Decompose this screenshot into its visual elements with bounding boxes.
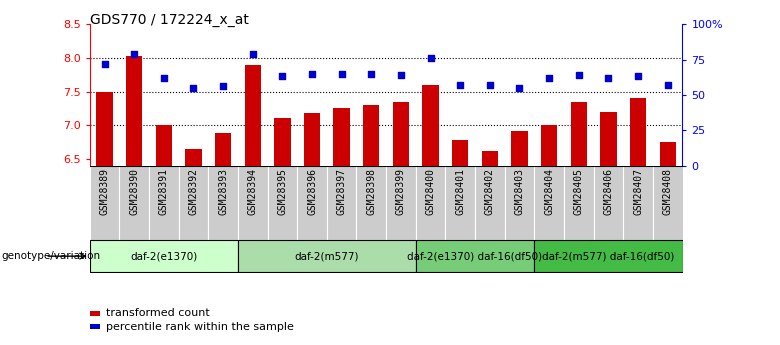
Bar [653, 166, 682, 240]
Text: GSM28394: GSM28394 [248, 168, 257, 215]
Bar [297, 166, 327, 240]
Bar [393, 102, 409, 166]
Bar [238, 166, 268, 240]
Text: daf-2(m577): daf-2(m577) [295, 251, 359, 261]
Bar [156, 125, 172, 166]
Bar [268, 166, 297, 240]
Point [602, 75, 615, 81]
Bar [186, 149, 201, 166]
Bar [623, 166, 653, 240]
Bar [363, 105, 379, 166]
Text: transformed count: transformed count [106, 308, 210, 318]
Point [484, 82, 496, 88]
Bar [534, 240, 682, 272]
Point [217, 83, 229, 89]
Point [158, 75, 170, 81]
Point [454, 82, 466, 88]
Text: GSM28405: GSM28405 [574, 168, 583, 215]
Text: GSM28389: GSM28389 [100, 168, 109, 215]
Bar [564, 166, 594, 240]
Text: genotype/variation: genotype/variation [2, 251, 101, 261]
Text: GSM28404: GSM28404 [544, 168, 554, 215]
Bar [386, 166, 416, 240]
Point [276, 74, 289, 79]
Text: GSM28402: GSM28402 [485, 168, 495, 215]
Bar [534, 166, 564, 240]
Text: GSM28397: GSM28397 [337, 168, 346, 215]
Bar [90, 240, 238, 272]
Bar [119, 166, 149, 240]
Text: GSM28390: GSM28390 [129, 168, 139, 215]
Bar [334, 108, 349, 166]
Bar [97, 91, 112, 166]
Bar [630, 98, 646, 166]
Point [543, 75, 555, 81]
Bar [416, 166, 445, 240]
Bar [423, 85, 438, 166]
Bar [482, 151, 498, 166]
Bar [475, 166, 505, 240]
Text: daf-2(e1370): daf-2(e1370) [130, 251, 197, 261]
Bar [416, 240, 534, 272]
Bar [571, 102, 587, 166]
Point [513, 85, 526, 91]
Point [246, 51, 259, 57]
Text: GSM28401: GSM28401 [456, 168, 465, 215]
Text: GSM28391: GSM28391 [159, 168, 168, 215]
Bar [245, 65, 261, 166]
Bar [445, 166, 475, 240]
Text: GSM28398: GSM28398 [367, 168, 376, 215]
Point [306, 71, 318, 76]
Bar [275, 118, 290, 166]
Text: GSM28403: GSM28403 [515, 168, 524, 215]
Bar [452, 140, 468, 166]
Text: GSM28406: GSM28406 [604, 168, 613, 215]
Text: GDS770 / 172224_x_at: GDS770 / 172224_x_at [90, 13, 249, 27]
Point [128, 51, 140, 57]
Text: GSM28407: GSM28407 [633, 168, 643, 215]
Point [335, 71, 348, 76]
Bar [238, 240, 416, 272]
Point [395, 72, 407, 78]
Bar [149, 166, 179, 240]
Bar [179, 166, 208, 240]
Text: percentile rank within the sample: percentile rank within the sample [106, 322, 294, 332]
Text: daf-2(e1370) daf-16(df50): daf-2(e1370) daf-16(df50) [407, 251, 543, 261]
Bar [304, 113, 320, 166]
Text: GSM28392: GSM28392 [189, 168, 198, 215]
Text: daf-2(m577) daf-16(df50): daf-2(m577) daf-16(df50) [542, 251, 675, 261]
Bar [505, 166, 534, 240]
Bar [126, 56, 142, 166]
Bar [601, 112, 616, 166]
Bar [208, 166, 238, 240]
Text: GSM28393: GSM28393 [218, 168, 228, 215]
Point [632, 74, 644, 79]
Bar [327, 166, 356, 240]
Bar [356, 166, 386, 240]
Text: GSM28400: GSM28400 [426, 168, 435, 215]
Point [661, 82, 674, 88]
Bar [90, 166, 119, 240]
Point [424, 55, 437, 61]
Bar [512, 130, 527, 166]
Point [573, 72, 585, 78]
Text: GSM28396: GSM28396 [307, 168, 317, 215]
Bar [215, 133, 231, 166]
Text: GSM28395: GSM28395 [278, 168, 287, 215]
Bar [660, 142, 675, 166]
Point [98, 61, 111, 67]
Text: GSM28399: GSM28399 [396, 168, 406, 215]
Bar [541, 125, 557, 166]
Point [187, 85, 200, 91]
Point [365, 71, 378, 76]
Text: GSM28408: GSM28408 [663, 168, 672, 215]
Bar [594, 166, 623, 240]
